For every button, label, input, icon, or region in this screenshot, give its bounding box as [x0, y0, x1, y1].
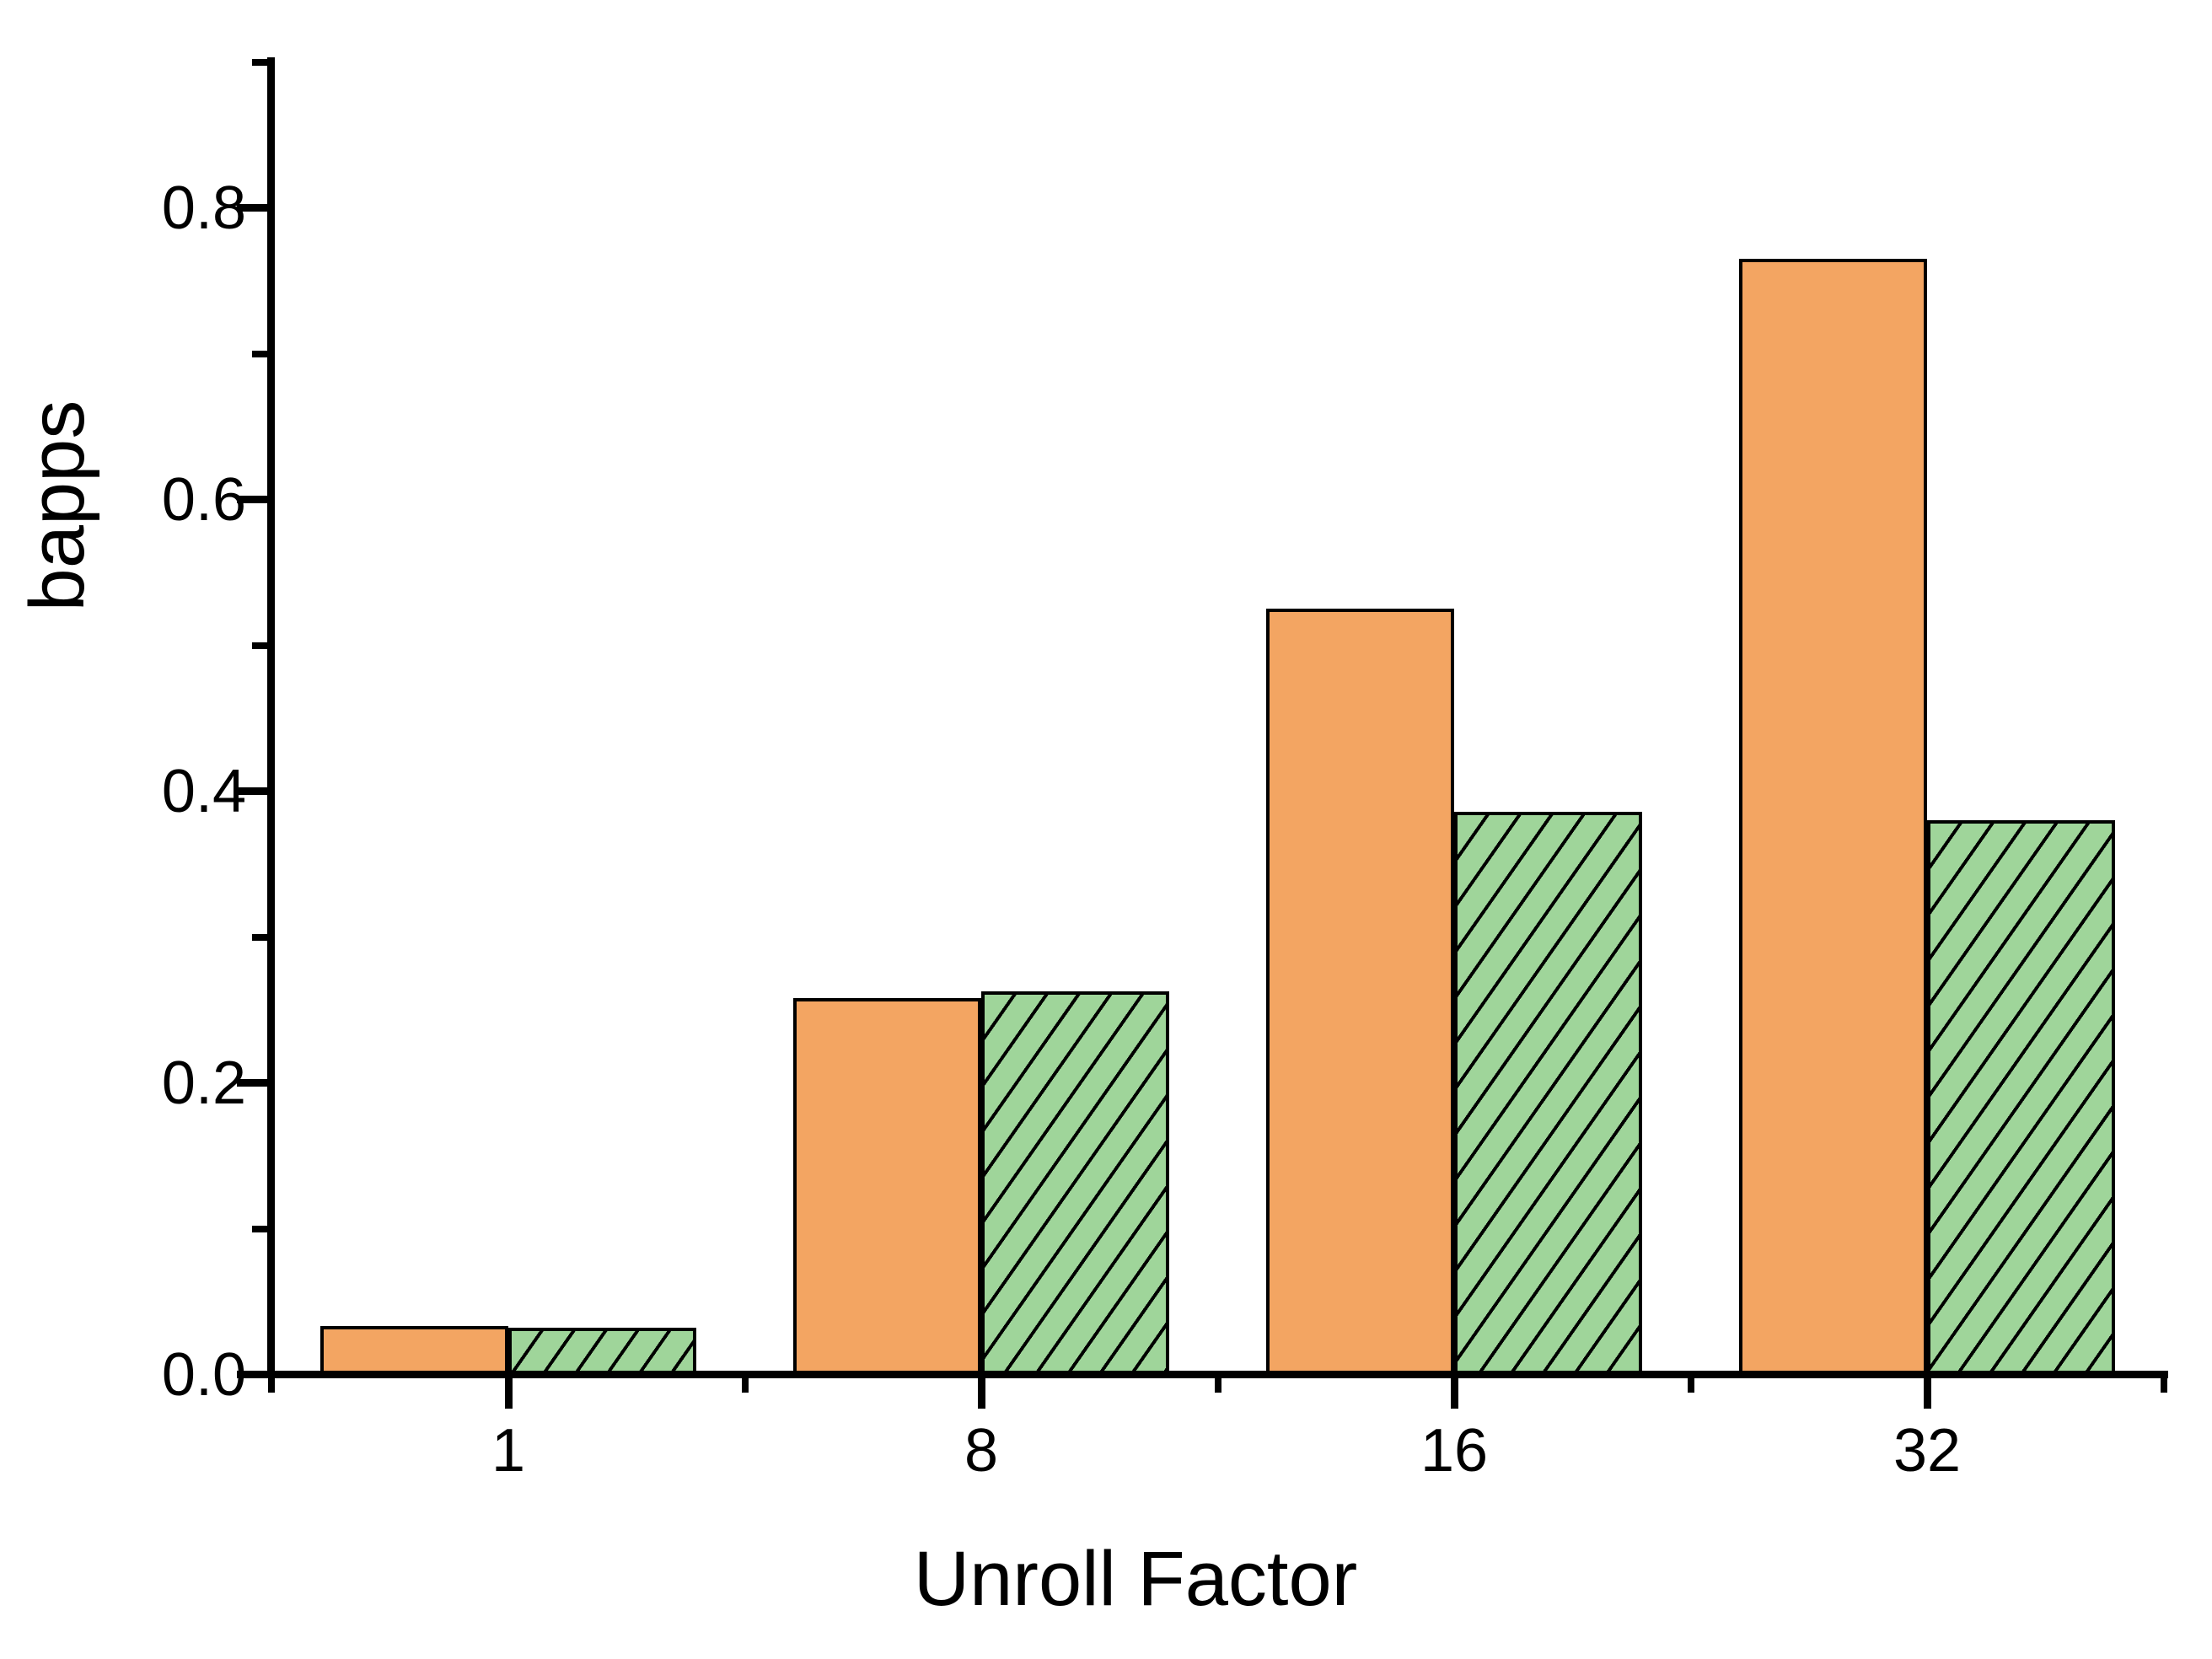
y-axis-label: bapps	[14, 400, 100, 612]
y-tick-label: 0.2	[161, 1049, 246, 1117]
x-tick-label: 8	[964, 1417, 999, 1485]
y-minor-tick	[252, 1225, 267, 1232]
y-minor-tick	[252, 933, 267, 941]
y-major-tick	[237, 496, 267, 503]
y-major-tick	[237, 204, 267, 212]
x-axis-label: Unroll Factor	[913, 1536, 1358, 1622]
x-major-tick	[504, 1371, 513, 1409]
y-tick-label: 0.8	[161, 174, 246, 242]
x-minor-tick	[2161, 1371, 2167, 1393]
x-tick-label: 16	[1420, 1417, 1489, 1485]
bar-hatched-green-cat-1	[508, 1328, 696, 1375]
y-major-tick	[237, 1371, 267, 1378]
bar-solid-orange-cat-32	[1739, 259, 1927, 1375]
y-minor-tick	[252, 350, 267, 357]
y-major-tick	[237, 1079, 267, 1087]
y-major-tick	[237, 787, 267, 795]
y-minor-tick	[252, 58, 267, 66]
x-minor-tick	[1214, 1371, 1221, 1393]
y-tick-label: 0.0	[161, 1340, 246, 1409]
y-axis-spine	[267, 57, 275, 1378]
x-minor-tick	[741, 1371, 749, 1393]
bar-solid-orange-cat-8	[793, 998, 981, 1375]
x-tick-label: 1	[491, 1417, 526, 1485]
bar-hatched-green-cat-32	[1927, 820, 2115, 1375]
x-tick-label: 32	[1893, 1417, 1962, 1485]
x-major-tick	[1450, 1371, 1458, 1409]
bar-solid-orange-cat-1	[320, 1326, 508, 1375]
y-minor-tick	[252, 642, 267, 649]
y-tick-label: 0.6	[161, 465, 246, 534]
bar-solid-orange-cat-16	[1266, 609, 1454, 1375]
x-major-tick	[1923, 1371, 1931, 1409]
bar-hatched-green-cat-8	[981, 991, 1169, 1375]
x-major-tick	[977, 1371, 985, 1409]
bar-hatched-green-cat-16	[1454, 811, 1642, 1375]
y-tick-label: 0.4	[161, 757, 246, 825]
x-minor-tick	[268, 1371, 275, 1393]
x-minor-tick	[1687, 1371, 1694, 1393]
